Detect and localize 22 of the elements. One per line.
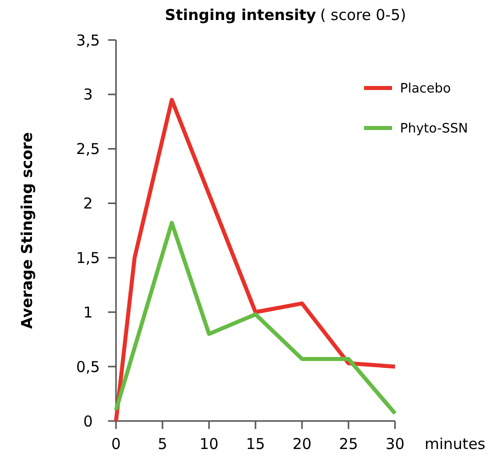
chart-title: Stinging intensity xyxy=(164,6,316,24)
x-tick-label: 5 xyxy=(158,435,168,453)
x-tick-label: 25 xyxy=(338,435,358,453)
y-tick-label: 0 xyxy=(83,412,93,430)
y-axis-title: Average Stinging score xyxy=(18,132,36,329)
x-axis-title: minutes xyxy=(424,435,486,453)
chart-subtitle: ( score 0-5) xyxy=(320,6,406,24)
legend-label: Placebo xyxy=(400,82,451,97)
x-tick-label: 15 xyxy=(246,435,266,453)
y-tick-label: 1 xyxy=(83,303,93,322)
y-tick-label: 3 xyxy=(83,86,93,104)
x-tick-label: 30 xyxy=(385,435,405,453)
y-tick-label: 0,5 xyxy=(76,358,100,376)
y-tick-label: 2,5 xyxy=(76,140,100,158)
x-tick-label: 10 xyxy=(199,435,219,453)
x-tick-label: 20 xyxy=(292,435,312,453)
y-tick-label: 3,5 xyxy=(76,31,100,50)
y-tick-label: 2 xyxy=(83,194,93,213)
line-series xyxy=(114,220,397,416)
x-tick-label: 0 xyxy=(111,435,121,453)
y-tick-label: 1,5 xyxy=(76,248,100,267)
legend-label: Phyto-SSN xyxy=(400,122,468,137)
